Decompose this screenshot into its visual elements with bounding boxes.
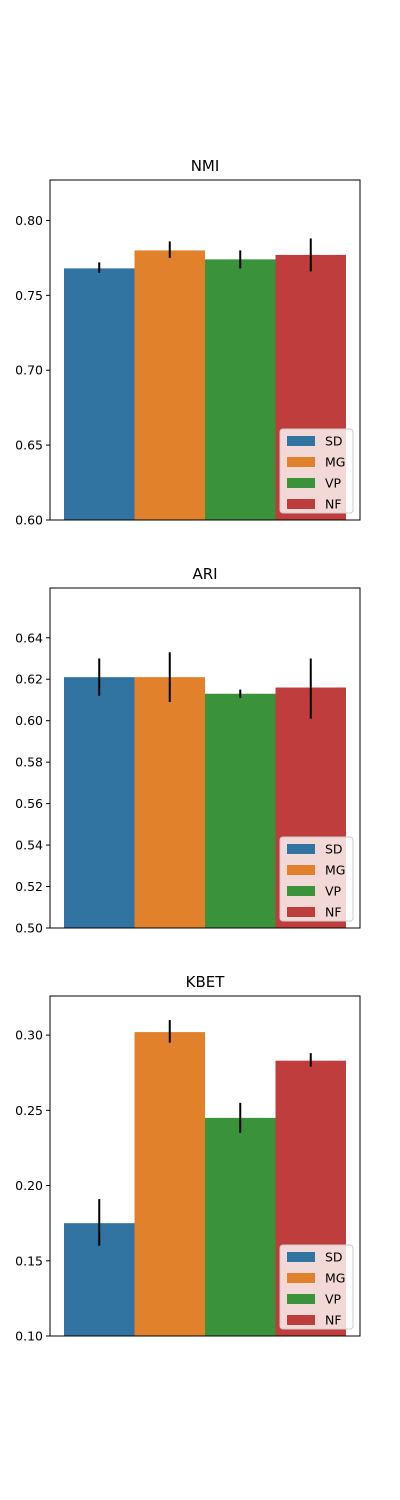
legend-label-mg: MG	[325, 1271, 345, 1286]
legend-label-mg: MG	[325, 455, 345, 470]
legend: SD MG VP NF	[280, 837, 353, 921]
bar-vp	[205, 1118, 276, 1336]
bar-vp	[205, 259, 276, 520]
y-tick-label: 0.10	[15, 1329, 43, 1344]
y-tick-label: 0.58	[15, 755, 43, 770]
y-tick-label: 0.60	[15, 513, 43, 528]
y-tick-label: 0.70	[15, 363, 43, 378]
legend-label-nf: NF	[325, 497, 342, 512]
y-tick-label: 0.75	[15, 288, 43, 303]
bar-mg	[135, 250, 206, 520]
y-tick-label: 0.64	[15, 630, 43, 645]
legend-swatch-vp	[287, 886, 315, 896]
legend-label-vp: VP	[325, 884, 342, 899]
y-tick-label: 0.56	[15, 796, 43, 811]
legend-swatch-vp	[287, 1294, 315, 1304]
legend-swatch-mg	[287, 865, 315, 875]
legend-swatch-sd	[287, 844, 315, 854]
chart-panel-kbet: KBET 0.10 0.15 0.20 0.25 0.30 SD MG VP NF	[15, 973, 360, 1344]
bar-sd	[64, 677, 135, 928]
legend-label-nf: NF	[325, 1313, 342, 1328]
legend: SD MG VP NF	[280, 1245, 353, 1329]
legend-swatch-mg	[287, 457, 315, 467]
chart-title: ARI	[192, 565, 217, 583]
legend-label-mg: MG	[325, 863, 345, 878]
bar-sd	[64, 268, 135, 520]
legend-label-sd: SD	[325, 1250, 343, 1265]
bar-vp	[205, 694, 276, 928]
legend-label-sd: SD	[325, 434, 343, 449]
y-tick-label: 0.20	[15, 1178, 43, 1193]
legend-swatch-vp	[287, 478, 315, 488]
legend-swatch-nf	[287, 499, 315, 509]
legend-label-sd: SD	[325, 842, 343, 857]
y-tick-label: 0.50	[15, 921, 43, 936]
bar-mg	[135, 677, 206, 928]
legend-swatch-sd	[287, 1252, 315, 1262]
legend-label-vp: VP	[325, 476, 342, 491]
y-tick-label: 0.62	[15, 672, 43, 687]
y-tick-label: 0.25	[15, 1103, 43, 1118]
bar-mg	[135, 1032, 206, 1336]
chart-title: KBET	[186, 973, 226, 991]
legend-swatch-sd	[287, 436, 315, 446]
y-tick-label: 0.52	[15, 879, 43, 894]
y-tick-label: 0.15	[15, 1253, 43, 1268]
y-tick-label: 0.30	[15, 1028, 43, 1043]
legend-label-vp: VP	[325, 1292, 342, 1307]
legend: SD MG VP NF	[280, 429, 353, 513]
legend-swatch-nf	[287, 1315, 315, 1325]
chart-panel-nmi: NMI 0.60 0.65 0.70 0.75 0.80 SD MG VP NF	[15, 157, 360, 528]
y-tick-label: 0.80	[15, 213, 43, 228]
y-tick-label: 0.60	[15, 713, 43, 728]
chart-panel-ari: ARI 0.50 0.52 0.54 0.56 0.58 0.60 0.62 0.64 SD MG V…	[15, 565, 360, 936]
legend-label-nf: NF	[325, 905, 342, 920]
legend-swatch-nf	[287, 907, 315, 917]
chart-title: NMI	[191, 157, 220, 175]
y-tick-label: 0.54	[15, 838, 43, 853]
legend-swatch-mg	[287, 1273, 315, 1283]
y-tick-label: 0.65	[15, 438, 43, 453]
